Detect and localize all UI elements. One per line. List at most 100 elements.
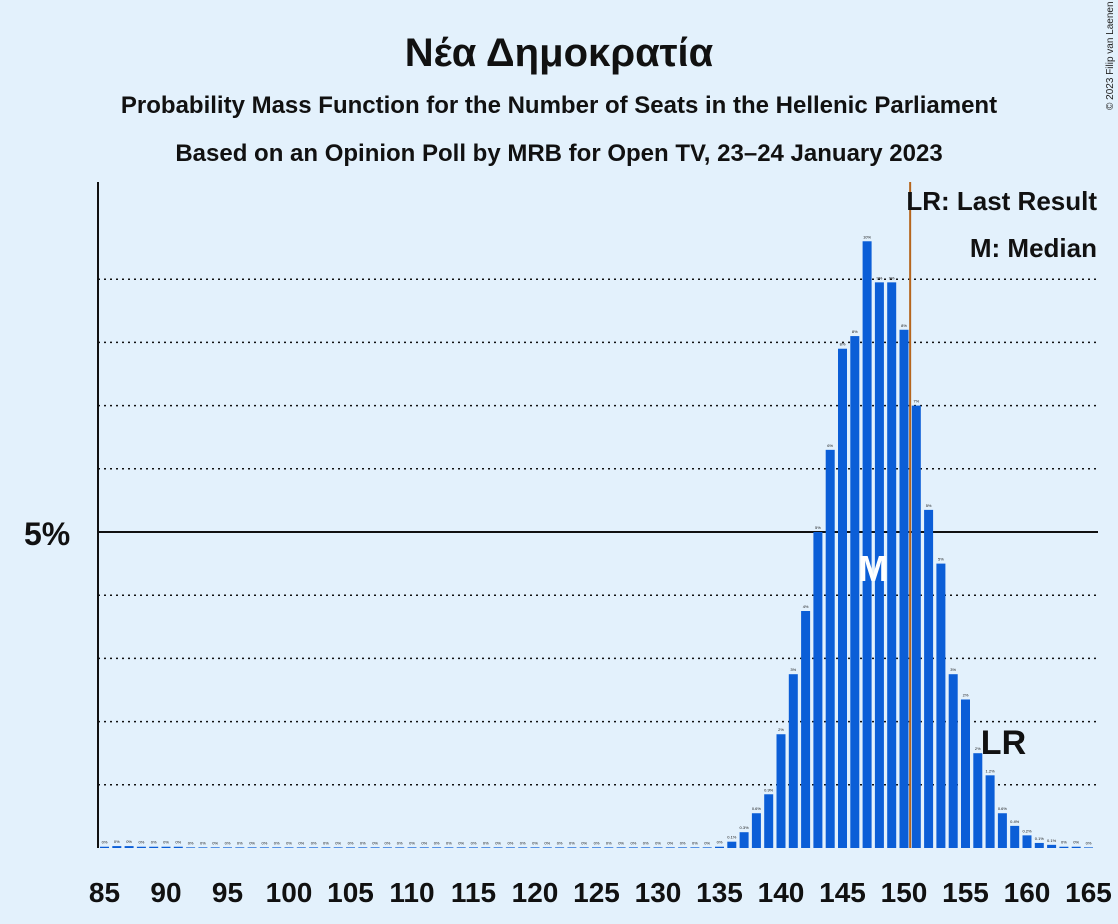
- bar-seat-98: [259, 847, 269, 848]
- data-label-seat-105: 0%: [348, 840, 354, 845]
- data-label-seat-108: 0%: [385, 840, 391, 845]
- data-label-seat-106: 0%: [360, 840, 366, 845]
- x-tick-label-130: 130: [635, 877, 682, 908]
- bar-seat-102: [309, 847, 319, 848]
- bar-seat-143: [813, 532, 823, 848]
- data-label-seat-122: 0%: [557, 840, 563, 845]
- bar-seat-157: [985, 775, 995, 848]
- x-tick-label-150: 150: [881, 877, 928, 908]
- data-label-seat-99: 0%: [274, 840, 280, 845]
- data-label-seat-160: 0.2%: [1022, 828, 1032, 833]
- bar-seat-127: [616, 847, 626, 848]
- data-label-seat-164: 0%: [1073, 840, 1079, 845]
- data-label-seat-144: 6%: [827, 443, 833, 448]
- data-label-seat-140: 2%: [778, 727, 784, 732]
- bar-seat-116: [481, 847, 491, 848]
- data-label-seat-121: 0%: [544, 840, 550, 845]
- bar-seat-123: [567, 847, 577, 848]
- x-tick-label-110: 110: [389, 877, 434, 908]
- data-label-seat-146: 8%: [852, 329, 858, 334]
- data-label-seat-148: 9%: [877, 275, 883, 280]
- x-tick-label-85: 85: [89, 877, 120, 908]
- data-label-seat-126: 0%: [606, 840, 612, 845]
- bar-seat-139: [764, 794, 774, 848]
- bar-seat-154: [948, 674, 958, 848]
- bar-seat-93: [198, 847, 208, 848]
- data-label-seat-89: 0%: [151, 840, 157, 845]
- data-label-seat-133: 0%: [692, 840, 698, 845]
- bar-seat-153: [936, 563, 946, 848]
- data-label-seat-85: 0%: [102, 840, 108, 845]
- bar-seat-150: [899, 329, 909, 848]
- data-label-seat-147: 10%: [863, 234, 871, 239]
- bar-seat-88: [136, 846, 146, 848]
- bar-seat-132: [678, 847, 688, 848]
- legend-median: M: Median: [970, 233, 1097, 263]
- bar-seat-97: [247, 847, 257, 848]
- bar-seat-86: [112, 846, 122, 848]
- data-label-seat-93: 0%: [200, 840, 206, 845]
- bar-seat-149: [887, 282, 897, 848]
- bar-seat-105: [346, 847, 355, 848]
- data-label-seat-87: 0%: [126, 839, 132, 844]
- x-tick-label-120: 120: [512, 877, 559, 908]
- chart-title: Νέα Δημοκρατία: [405, 31, 714, 75]
- data-label-seat-129: 0%: [643, 840, 649, 845]
- data-label-seat-120: 0%: [532, 840, 538, 845]
- data-label-seat-137: 0.3%: [740, 825, 750, 830]
- bar-seat-100: [284, 847, 294, 848]
- data-label-seat-90: 0%: [163, 840, 169, 845]
- data-label-seat-130: 0%: [655, 840, 661, 845]
- bar-seat-165: [1084, 847, 1093, 848]
- data-label-seat-111: 0%: [421, 840, 427, 845]
- bar-seat-89: [149, 846, 159, 848]
- bar-seat-140: [776, 734, 786, 848]
- bar-seat-119: [518, 847, 528, 848]
- x-tick-label-140: 140: [758, 877, 805, 908]
- bar-seat-87: [124, 846, 134, 848]
- bar-seat-142: [801, 611, 811, 848]
- data-label-seat-163: 0%: [1061, 840, 1067, 845]
- data-label-seat-95: 0%: [225, 840, 231, 845]
- data-label-seat-152: 5%: [926, 503, 932, 508]
- data-label-seat-98: 0%: [262, 840, 268, 845]
- bar-seat-85: [100, 846, 109, 848]
- bar-seat-113: [444, 847, 454, 848]
- data-label-seat-109: 0%: [397, 840, 403, 845]
- bar-seat-118: [505, 847, 515, 848]
- data-label-seat-107: 0%: [372, 840, 378, 845]
- bar-seat-129: [641, 847, 651, 848]
- bar-seat-126: [604, 847, 614, 848]
- data-label-seat-102: 0%: [311, 840, 317, 845]
- bar-seat-117: [493, 847, 503, 848]
- bar-seat-112: [432, 847, 442, 848]
- x-tick-label-90: 90: [150, 877, 181, 908]
- bar-seat-101: [296, 847, 306, 848]
- x-tick-label-125: 125: [573, 877, 620, 908]
- bar-seat-114: [456, 847, 466, 848]
- bar-seat-163: [1059, 846, 1069, 848]
- data-label-seat-142: 4%: [803, 604, 809, 609]
- bar-seat-111: [419, 847, 429, 848]
- data-label-seat-158: 0.6%: [998, 806, 1008, 811]
- data-label-seat-123: 0%: [569, 840, 575, 845]
- x-tick-label-160: 160: [1004, 877, 1051, 908]
- bar-seat-99: [272, 847, 282, 848]
- data-label-seat-143: 5%: [815, 525, 821, 530]
- data-label-seat-117: 0%: [495, 840, 501, 845]
- bar-seat-115: [469, 847, 478, 848]
- data-label-seat-154: 3%: [950, 667, 956, 672]
- bar-seat-158: [997, 813, 1007, 848]
- data-label-seat-124: 0%: [581, 840, 587, 845]
- data-label-seat-149: 9%: [889, 275, 895, 280]
- bar-seat-104: [333, 847, 343, 848]
- x-tick-label-145: 145: [819, 877, 866, 908]
- chart-subtitle-2: Based on an Opinion Poll by MRB for Open…: [175, 140, 942, 167]
- bar-seat-124: [579, 847, 589, 848]
- data-label-seat-161: 0.1%: [1035, 836, 1045, 841]
- x-tick-label-95: 95: [212, 877, 243, 908]
- bars: [100, 241, 1093, 848]
- bar-seat-164: [1071, 846, 1081, 848]
- data-label-seat-97: 0%: [249, 840, 255, 845]
- bar-seat-94: [210, 847, 220, 848]
